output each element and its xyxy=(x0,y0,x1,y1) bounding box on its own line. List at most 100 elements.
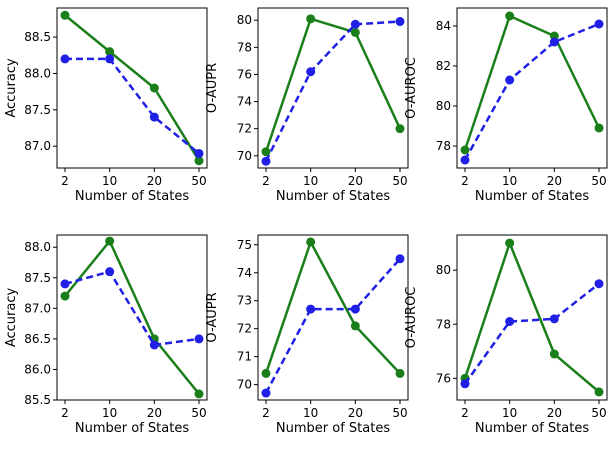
x-tick-label: 2 xyxy=(262,174,270,188)
data-point-green-solid xyxy=(306,237,316,247)
data-point-green-solid xyxy=(350,27,360,37)
y-tick-label: 80 xyxy=(436,263,451,277)
x-tick-label: 20 xyxy=(348,174,363,188)
series-line-green-solid xyxy=(264,17,402,153)
y-axis-label: O-AUROC xyxy=(404,287,419,349)
y-tick-label: 74 xyxy=(237,266,252,280)
y-tick-label: 78 xyxy=(436,317,451,331)
data-point-green-solid xyxy=(395,124,405,134)
series-line-blue-dashed xyxy=(463,282,600,385)
y-tick-label: 80 xyxy=(237,13,252,27)
y-tick-label: 72 xyxy=(237,122,252,136)
data-point-green-solid xyxy=(261,147,271,157)
x-tick-label: 2 xyxy=(61,174,69,188)
data-point-blue-dashed xyxy=(149,112,159,122)
y-tick-label: 80 xyxy=(436,99,451,113)
y-axis-label: Accuracy xyxy=(4,288,19,348)
data-point-blue-dashed xyxy=(261,388,271,398)
y-tick-label: 76 xyxy=(436,371,451,385)
data-point-green-solid xyxy=(505,11,515,21)
y-tick-label: 88.0 xyxy=(24,240,51,254)
y-tick-label: 78 xyxy=(237,40,252,54)
data-point-blue-dashed xyxy=(60,54,70,64)
data-point-green-solid xyxy=(350,321,360,331)
y-tick-label: 88.5 xyxy=(24,30,51,44)
x-tick-label: 10 xyxy=(502,406,517,420)
data-point-blue-dashed xyxy=(149,340,159,350)
data-point-blue-dashed xyxy=(594,19,604,29)
y-axis-label: O-AUPR xyxy=(205,63,220,113)
data-point-blue-dashed xyxy=(460,379,470,389)
y-tick-label: 74 xyxy=(237,95,252,109)
y-tick-label: 72 xyxy=(237,322,252,336)
series-line-blue-dashed xyxy=(264,257,401,394)
data-point-green-solid xyxy=(395,368,405,378)
data-point-green-solid xyxy=(594,387,604,397)
y-tick-label: 87.0 xyxy=(24,301,51,315)
series-line-green-solid xyxy=(264,240,401,375)
x-tick-label: 2 xyxy=(61,406,69,420)
data-point-green-solid xyxy=(105,47,115,57)
y-tick-label: 71 xyxy=(237,350,252,364)
x-tick-label: 50 xyxy=(392,406,407,420)
data-point-green-solid xyxy=(261,368,271,378)
series-line-blue-dashed xyxy=(65,57,200,155)
plot-frame xyxy=(257,7,409,169)
data-point-green-solid xyxy=(505,238,515,248)
y-tick-label: 78 xyxy=(436,139,451,153)
data-point-green-solid xyxy=(460,145,470,155)
x-tick-label: 20 xyxy=(547,406,562,420)
data-point-blue-dashed xyxy=(505,75,515,85)
x-tick-label: 50 xyxy=(591,174,606,188)
x-tick-label: 20 xyxy=(348,406,363,420)
y-tick-label: 70 xyxy=(237,149,252,163)
y-tick-label: 88.0 xyxy=(24,66,51,80)
y-tick-label: 73 xyxy=(237,294,252,308)
y-tick-label: 70 xyxy=(237,378,252,392)
data-point-blue-dashed xyxy=(505,317,515,327)
y-axis-label: Accuracy xyxy=(4,58,19,118)
x-tick-label: 2 xyxy=(461,406,469,420)
x-tick-label: 2 xyxy=(461,174,469,188)
x-tick-label: 50 xyxy=(191,174,206,188)
data-point-green-solid xyxy=(194,156,204,166)
x-tick-label: 50 xyxy=(392,174,407,188)
data-point-blue-dashed xyxy=(105,54,115,64)
data-point-blue-dashed xyxy=(194,148,204,158)
x-tick-label: 20 xyxy=(147,174,162,188)
y-tick-label: 87.5 xyxy=(24,103,51,117)
y-tick-label: 84 xyxy=(436,19,451,33)
data-point-blue-dashed xyxy=(105,267,115,277)
plot-frame xyxy=(456,7,608,169)
plot-frame xyxy=(56,7,208,169)
x-tick-label: 10 xyxy=(303,406,318,420)
series-line-green-solid xyxy=(64,239,200,395)
data-point-green-solid xyxy=(549,349,559,359)
data-point-green-solid xyxy=(105,236,115,246)
x-tick-label: 50 xyxy=(191,406,206,420)
data-point-blue-dashed xyxy=(549,37,559,47)
y-axis-label: O-AUROC xyxy=(404,57,419,119)
series-line-blue-dashed xyxy=(463,22,600,161)
data-point-blue-dashed xyxy=(350,19,360,29)
data-point-blue-dashed xyxy=(549,314,559,324)
data-point-blue-dashed xyxy=(194,334,204,344)
data-point-blue-dashed xyxy=(395,254,405,264)
series-line-blue-dashed xyxy=(64,270,200,347)
x-tick-label: 20 xyxy=(547,174,562,188)
data-point-blue-dashed xyxy=(594,279,604,289)
data-point-blue-dashed xyxy=(460,155,470,165)
x-tick-label: 10 xyxy=(303,174,318,188)
data-point-blue-dashed xyxy=(60,279,70,289)
data-point-green-solid xyxy=(149,83,159,93)
x-tick-label: 10 xyxy=(502,174,517,188)
data-point-green-solid xyxy=(594,123,604,133)
data-point-green-solid xyxy=(60,291,70,301)
x-tick-label: 10 xyxy=(102,174,117,188)
x-tick-label: 10 xyxy=(102,406,117,420)
data-point-blue-dashed xyxy=(350,304,360,314)
